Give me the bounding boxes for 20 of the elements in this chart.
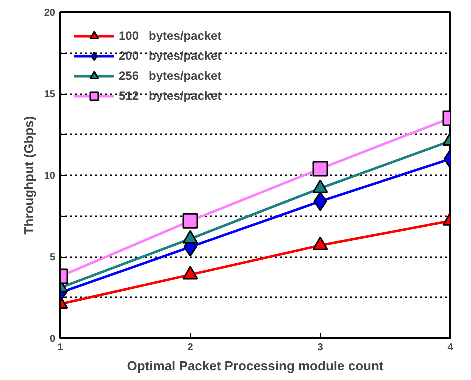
y-tick-label: 5	[50, 252, 56, 264]
legend-label: 200 bytes/packet	[119, 49, 222, 63]
x-tick-label: 3	[318, 342, 324, 354]
point	[312, 161, 328, 177]
x-axis-title: Optimal Packet Processing module count	[127, 358, 384, 374]
y-tick-label: 15	[44, 90, 56, 100]
legend-label: 512 bytes/packet	[119, 89, 222, 103]
y-tick-label: 10	[44, 171, 56, 182]
y-axis-title: Throughput (Gbps)	[21, 116, 36, 235]
point	[182, 230, 198, 244]
point	[182, 213, 198, 229]
x-tick-label: 2	[188, 342, 194, 354]
legend-label: 256 bytes/packet	[119, 69, 222, 83]
y-tick-label: 20	[44, 8, 56, 19]
point	[314, 192, 328, 212]
legend-label: 100 bytes/packet	[119, 29, 222, 43]
x-tick-label: 1	[58, 342, 64, 354]
point	[312, 180, 328, 194]
x-tick-label: 4	[448, 342, 454, 354]
y-tick-label: 0	[50, 334, 56, 345]
